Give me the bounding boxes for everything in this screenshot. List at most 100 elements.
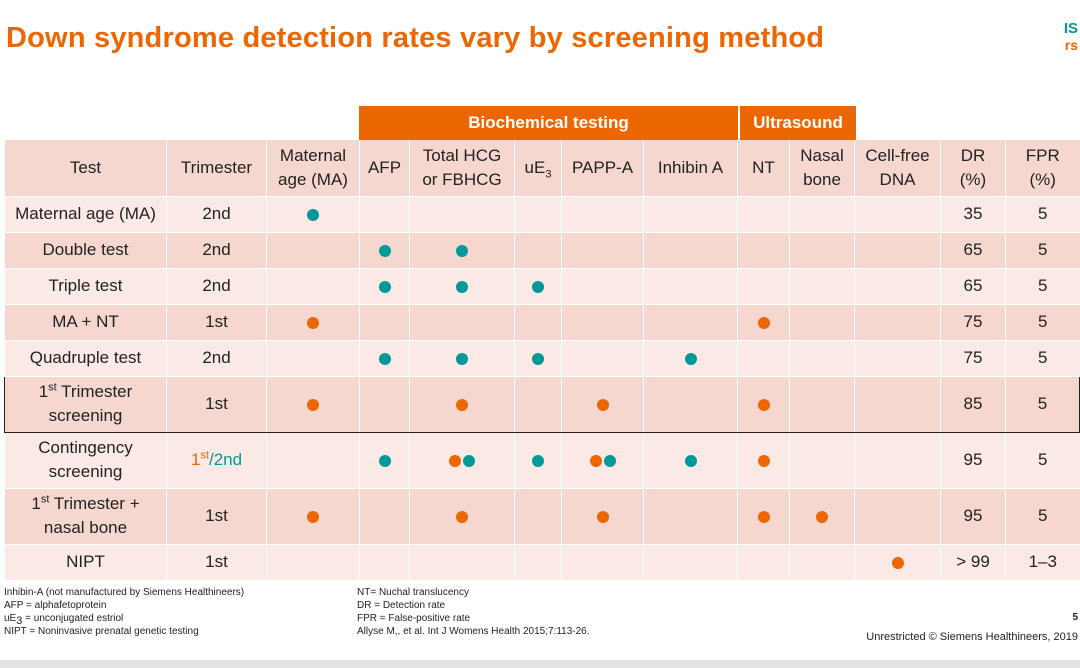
group-header-biochemical: Biochemical testing [359,106,738,140]
header-papp-a: PAPP-A [561,140,644,197]
fpr-value: 5 [1005,340,1080,377]
dr-value: 65 [940,232,1006,269]
orange-dot-icon [757,398,770,411]
table-row: 1st Trimester + nasal bone 1st 95 5 [4,488,1080,545]
table-row: Maternal age (MA) 2nd 35 5 [4,196,1080,233]
orange-dot-icon [307,316,319,329]
orange-dot-icon [456,510,468,523]
fpr-value: 1–3 [1005,544,1080,581]
test-name: Double test [4,232,167,269]
test-name: Contingency screening [4,432,167,489]
table-row: Quadruple test 2nd 75 5 [4,340,1080,377]
orange-dot-icon [816,510,828,523]
bottom-bar [0,660,1080,668]
header-cell-free-dna: Cell-free DNA [854,140,941,197]
orange-dot-icon [596,398,609,411]
table-row: NIPT 1st > 99 1–3 [4,544,1080,581]
trimester-value: 2nd [166,196,267,233]
dr-value: 35 [940,196,1006,233]
test-name: Quadruple test [4,340,167,377]
fpr-value: 5 [1005,375,1080,433]
header-test: Test [4,140,167,197]
table-row: Contingency screening 1st/2nd 95 5 [4,432,1080,489]
orange-dot-icon [596,510,609,523]
test-name: NIPT [4,544,167,581]
header-trimester: Trimester [166,140,267,197]
teal-dot-icon [532,280,544,293]
header-afp: AFP [359,140,410,197]
fpr-value: 5 [1005,268,1080,305]
screening-methods-table: Test Trimester Maternal age (MA) AFP Tota… [4,140,1080,581]
table-row-highlighted: 1st Trimester screening 1st 85 5 [4,375,1080,433]
teal-dot-icon [463,454,475,467]
trimester-value: 1st/2nd [166,432,267,489]
fpr-value: 5 [1005,196,1080,233]
trimester-value: 2nd [166,268,267,305]
teal-dot-icon [378,454,391,467]
test-name: 1st Trimester screening [4,375,167,433]
fpr-value: 5 [1005,488,1080,545]
teal-dot-icon [603,454,616,467]
footnotes-right: NT= Nuchal translucency DR = Detection r… [357,587,590,637]
header-ue3: uE3 [514,140,562,197]
orange-dot-icon [449,454,461,467]
teal-dot-icon [532,454,544,467]
page-number: 5 [1072,612,1078,623]
dr-value: 95 [940,488,1006,545]
orange-dot-icon [307,398,319,411]
fpr-value: 5 [1005,432,1080,489]
brand-logo: IS rs [1064,20,1078,54]
header-dr: DR (%) [940,140,1006,197]
trimester-value: 1st [166,544,267,581]
teal-dot-icon [456,244,468,257]
table-row: Double test 2nd 65 5 [4,232,1080,269]
logo-line-1: IS [1063,20,1078,37]
trimester-value: 2nd [166,232,267,269]
teal-dot-icon [456,280,468,293]
test-name: Triple test [4,268,167,305]
orange-dot-icon [456,398,468,411]
slide-title: Down syndrome detection rates vary by sc… [6,22,825,54]
fpr-value: 5 [1005,232,1080,269]
copyright-notice: Unrestricted © Siemens Healthineers, 201… [866,631,1078,643]
teal-dot-icon [684,454,697,467]
dr-value: > 99 [940,544,1006,581]
header-inhibin-a: Inhibin A [643,140,738,197]
teal-dot-icon [378,244,391,257]
trimester-value: 1st [166,304,267,341]
test-name: Maternal age (MA) [4,196,167,233]
orange-dot-icon [757,510,770,523]
header-nasal-bone: Nasal bone [789,140,855,197]
header-maternal-age: Maternal age (MA) [266,140,360,197]
orange-dot-icon [589,454,602,467]
trimester-value: 2nd [166,340,267,377]
trimester-value: 1st [166,488,267,545]
trimester-value: 1st [166,375,267,433]
orange-dot-icon [891,556,904,569]
orange-dot-icon [757,454,770,467]
dr-value: 95 [940,432,1006,489]
teal-dot-icon [378,280,391,293]
table-row: Triple test 2nd 65 5 [4,268,1080,305]
test-name: MA + NT [4,304,167,341]
header-fpr: FPR (%) [1005,140,1080,197]
teal-dot-icon [532,352,544,365]
orange-dot-icon [307,510,319,523]
table-row: MA + NT 1st 75 5 [4,304,1080,341]
teal-dot-icon [456,352,468,365]
dr-value: 85 [940,375,1006,433]
header-total-hcg: Total HCG or FBHCG [409,140,515,197]
table-header-row: Test Trimester Maternal age (MA) AFP Tota… [4,140,1080,197]
dr-value: 75 [940,340,1006,377]
orange-dot-icon [757,316,770,329]
fpr-value: 5 [1005,304,1080,341]
dr-value: 75 [940,304,1006,341]
teal-dot-icon [684,352,697,365]
group-header-ultrasound: Ultrasound [740,106,856,140]
footnotes-left: Inhibin-A (not manufactured by Siemens H… [4,587,245,637]
teal-dot-icon [378,352,391,365]
teal-dot-icon [307,208,319,221]
test-name: 1st Trimester + nasal bone [4,488,167,545]
header-nt: NT [737,140,790,197]
dr-value: 65 [940,268,1006,305]
